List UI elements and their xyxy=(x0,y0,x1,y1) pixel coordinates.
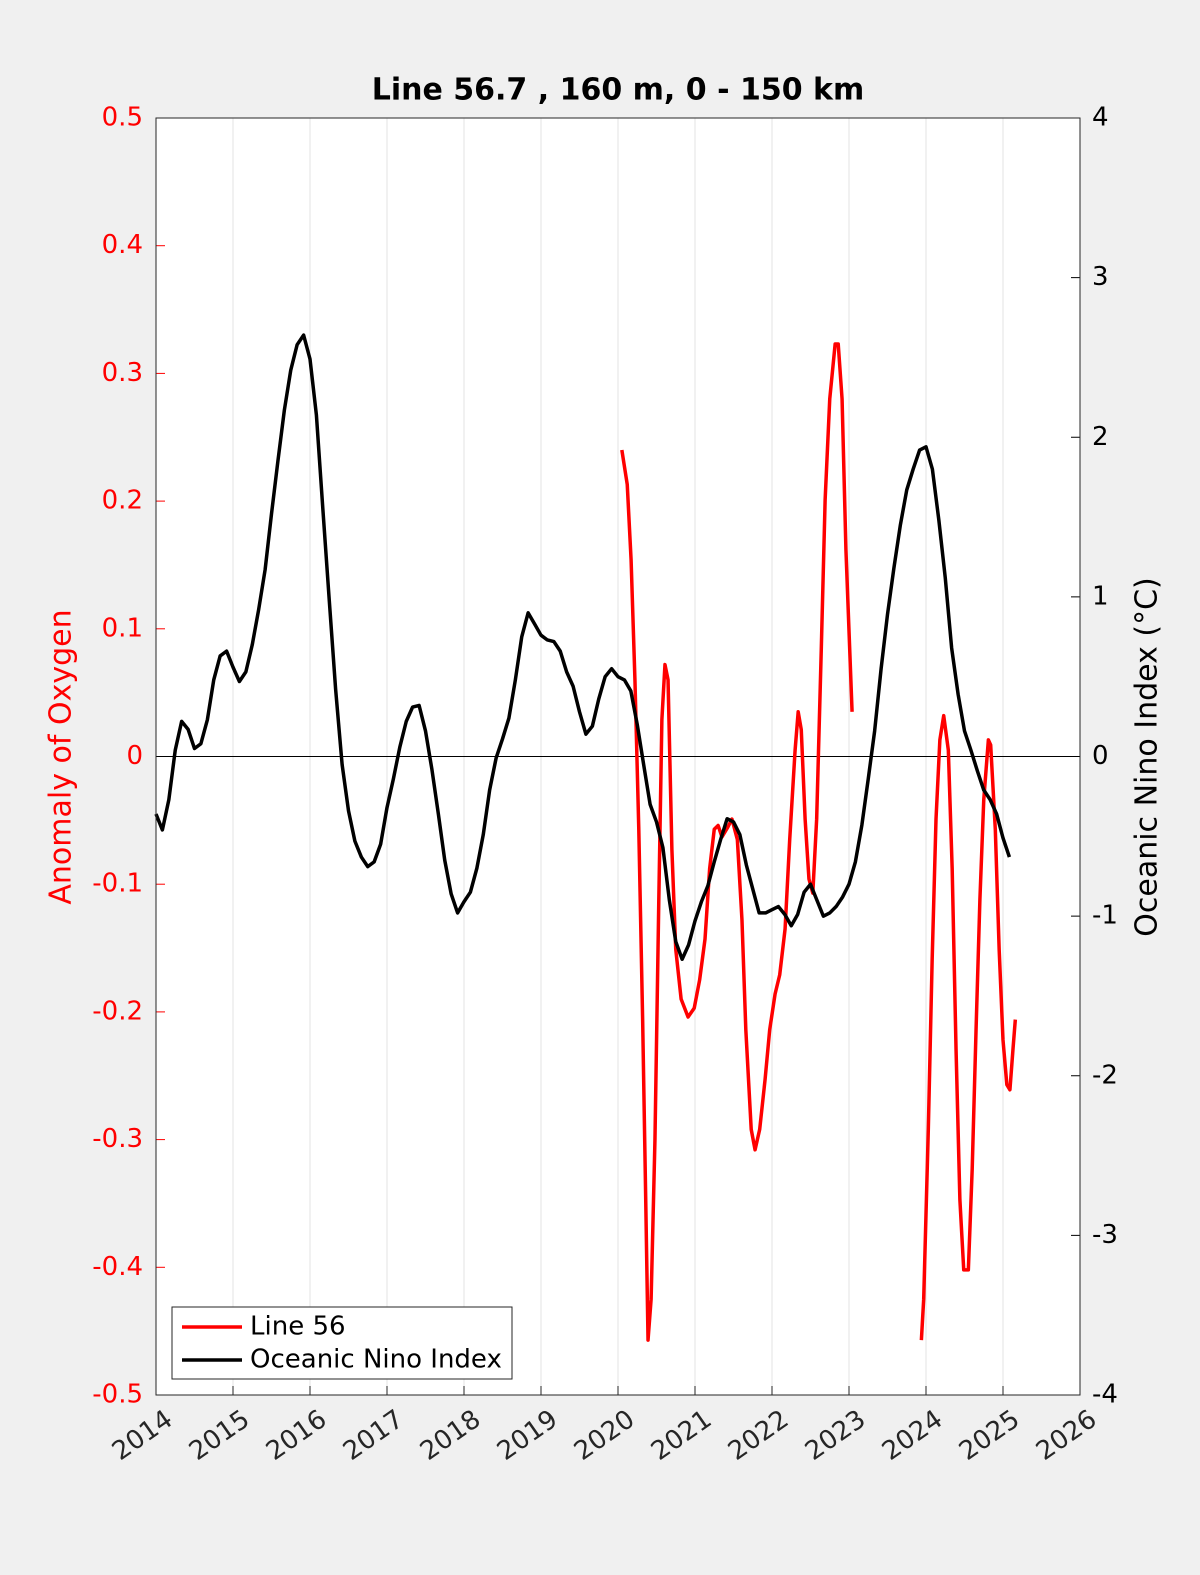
y2-tick-label: -4 xyxy=(1092,1380,1118,1410)
y-tick-label: -0.5 xyxy=(92,1380,143,1410)
x-tick-label: 2024 xyxy=(877,1404,948,1467)
y2-axis-label: Oceanic Nino Index (°C) xyxy=(1130,577,1165,937)
y2-tick-label: -2 xyxy=(1092,1060,1118,1090)
y-tick-label: 0.4 xyxy=(102,230,143,260)
y2-tick-label: 1 xyxy=(1092,581,1109,611)
x-tick-label: 2021 xyxy=(646,1404,717,1467)
data-line xyxy=(620,342,1018,1342)
x-tick-label: 2023 xyxy=(800,1404,871,1467)
x-tick-label: 2018 xyxy=(415,1404,486,1467)
y-axis-label: Anomaly of Oxygen xyxy=(44,609,79,904)
y2-tick-label: 2 xyxy=(1092,422,1109,452)
plot-border xyxy=(155,117,1081,1396)
y-tick-label: 0.1 xyxy=(102,613,143,643)
x-tick-label: 2019 xyxy=(492,1404,563,1467)
x-tick-label: 2025 xyxy=(954,1404,1025,1467)
x-tick-label: 2015 xyxy=(184,1404,255,1467)
legend-label: Line 56 xyxy=(250,1312,346,1342)
x-tick-label: 2022 xyxy=(723,1404,794,1467)
chart-title: Line 56.7 , 160 m, 0 - 150 km xyxy=(372,73,865,108)
y-tick-label: 0.5 xyxy=(102,103,143,133)
y-tick-label: 0.2 xyxy=(102,486,143,516)
y-tick-label: -0.1 xyxy=(92,869,143,899)
y2-tick-label: 4 xyxy=(1092,103,1109,133)
y2-tick-label: -3 xyxy=(1092,1220,1118,1250)
x-tick-label: 2020 xyxy=(569,1404,640,1467)
legend-label: Oceanic Nino Index xyxy=(250,1345,502,1375)
y2-tick-label: -1 xyxy=(1092,901,1118,931)
data-line xyxy=(154,333,1012,961)
x-tick-label: 2017 xyxy=(338,1404,409,1467)
y-tick-label: 0.3 xyxy=(102,358,143,388)
x-tick-label: 2014 xyxy=(107,1404,178,1467)
x-tick-label: 2016 xyxy=(261,1404,332,1467)
y-tick-label: -0.2 xyxy=(92,996,143,1026)
y-tick-label: -0.3 xyxy=(92,1124,143,1154)
x-tick-label: 2026 xyxy=(1031,1404,1102,1467)
y2-tick-label: 3 xyxy=(1092,262,1109,292)
y2-tick-label: 0 xyxy=(1092,741,1109,771)
y-tick-label: 0 xyxy=(126,741,143,771)
y-tick-label: -0.4 xyxy=(92,1252,143,1282)
legend-box xyxy=(171,1306,513,1380)
